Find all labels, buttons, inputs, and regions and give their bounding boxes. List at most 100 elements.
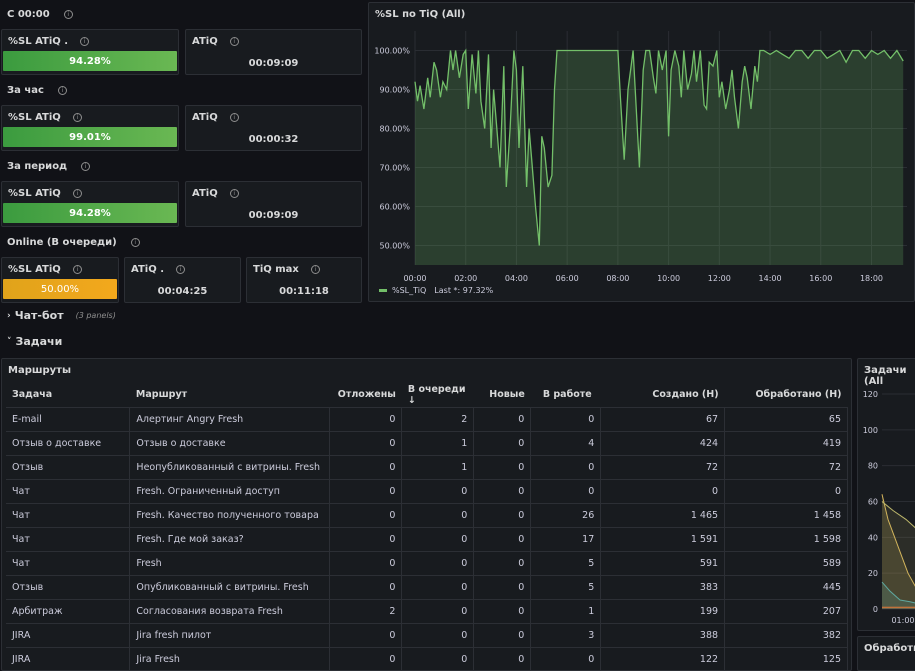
column-header[interactable]: Маршрут — [129, 383, 330, 408]
sl-chart-panel: %SL по TiQ (All) 50.00% 60.00% 70.00% 80.00… — [368, 2, 915, 302]
table-cell: 1 — [530, 599, 602, 624]
table-cell: 0 — [473, 647, 532, 671]
table-cell: 2 — [401, 407, 475, 432]
table-cell: 0 — [530, 455, 602, 480]
legend-swatch — [379, 289, 387, 292]
legend-last-value: Last *: 97.32% — [434, 286, 494, 295]
info-icon[interactable]: i — [229, 37, 239, 46]
table-cell: JIRA — [6, 647, 131, 671]
chart-legend[interactable]: %SL_TiQ Last *: 97.32% — [379, 286, 493, 295]
table-cell: 0 — [329, 503, 403, 528]
series-area — [882, 501, 915, 609]
info-icon[interactable]: i — [63, 10, 73, 19]
info-icon[interactable]: i — [229, 113, 239, 122]
table-cell: Арбитраж — [6, 599, 131, 624]
table-cell: Отзыв — [6, 455, 131, 480]
section-title-period: За период i — [7, 161, 91, 172]
table-cell: 424 — [600, 431, 726, 456]
panel-title: %SL ATiQ — [8, 112, 61, 123]
x-tick-label: 04:00 — [505, 274, 528, 283]
info-icon[interactable]: i — [176, 265, 185, 274]
series-line[interactable] — [881, 501, 915, 531]
info-icon[interactable]: i — [80, 37, 90, 46]
table-cell: 1 — [401, 431, 475, 456]
info-icon[interactable]: i — [229, 189, 239, 198]
x-tick-label: 10:00 — [657, 274, 680, 283]
column-header[interactable]: Задача — [6, 383, 130, 408]
panel-title: %SL ATiQ — [8, 264, 61, 275]
table-cell: 0 — [401, 599, 475, 624]
panel-title[interactable]: %SL по TiQ (All) — [375, 9, 466, 20]
info-icon[interactable]: i — [72, 265, 82, 274]
sl-chart: 50.00% 60.00% 70.00% 80.00% 90.00% 100.00% 00:… — [374, 31, 907, 283]
y-tick-label: 120 — [863, 390, 878, 399]
table-cell: 1 465 — [600, 503, 726, 528]
table-cell: Опубликованный с витрины. Fresh — [129, 575, 331, 600]
panel-title[interactable]: Маршруты — [8, 365, 71, 376]
column-header[interactable]: Создано (Н) — [600, 383, 725, 408]
panel-title[interactable]: Обработка — [864, 643, 915, 654]
panel-title: ATiQ — [192, 188, 218, 199]
table-cell: 5 — [530, 551, 602, 576]
info-icon[interactable]: i — [72, 113, 82, 122]
y-tick-label: 60 — [868, 498, 878, 507]
table-cell: 1 598 — [724, 527, 848, 552]
series-line[interactable] — [881, 581, 915, 604]
table-cell: Чат — [6, 551, 131, 576]
table-cell: Отзыв о доставке — [129, 431, 331, 456]
table-cell: 0 — [329, 455, 403, 480]
table-cell: 445 — [724, 575, 848, 600]
table-cell: 0 — [473, 623, 532, 648]
processing-panel: Обработка — [857, 636, 915, 671]
table-cell: 388 — [600, 623, 726, 648]
table-cell: 419 — [724, 431, 848, 456]
row-tasks[interactable]: ˅ Задачи — [7, 335, 63, 348]
table-cell: 0 — [329, 623, 403, 648]
row-chatbot[interactable]: › Чат-бот (3 panels) — [7, 309, 116, 322]
column-header[interactable]: В работе — [530, 383, 601, 408]
table-cell: 26 — [530, 503, 602, 528]
table-cell: 591 — [600, 551, 726, 576]
info-icon[interactable]: i — [310, 265, 320, 274]
stat-value: 00:09:09 — [248, 58, 299, 69]
stat-panel-sl-since-midnight: %SL ATiQ . i 94.28% — [1, 29, 179, 75]
table-cell: 0 — [473, 479, 532, 504]
table-cell: 122 — [600, 647, 726, 671]
x-tick-label: 06:00 — [556, 274, 579, 283]
chevron-down-icon: ˅ — [7, 336, 12, 347]
table-cell: 199 — [600, 599, 726, 624]
table-cell: 1 — [401, 455, 475, 480]
info-icon[interactable]: i — [130, 238, 140, 247]
table-cell: JIRA — [6, 623, 131, 648]
series-line[interactable] — [881, 494, 915, 591]
stat-value: 00:11:18 — [279, 286, 329, 297]
table-cell: Jira Fresh — [129, 647, 331, 671]
table-cell: Отзыв о доставке — [6, 431, 131, 456]
series-line[interactable] — [414, 48, 904, 246]
column-header[interactable]: Отложены — [329, 383, 402, 408]
table-cell: 0 — [473, 407, 532, 432]
panel-title: %SL ATiQ . — [8, 36, 69, 47]
x-tick-label: 14:00 — [759, 274, 782, 283]
x-tick-label: 16:00 — [809, 274, 832, 283]
column-header[interactable]: Новые — [473, 383, 531, 408]
stat-panel-atiq-hour: ATiQ i 00:00:32 — [185, 105, 362, 151]
table-cell: Fresh. Качество полученного товара — [129, 503, 331, 528]
routes-table-panel: Маршруты Задача Маршрут Отложены В очере… — [1, 358, 852, 671]
info-icon[interactable]: i — [72, 189, 82, 198]
x-tick-label: 01:00 — [891, 616, 914, 625]
table-cell: 67 — [600, 407, 726, 432]
series-area — [415, 50, 904, 265]
table-row: JIRA Jira fresh пилот 0 0 0 3 388 382 — [6, 623, 848, 648]
column-header-sorted[interactable]: В очереди ↓ — [401, 383, 474, 408]
info-icon[interactable]: i — [57, 86, 67, 95]
table-cell: 0 — [473, 503, 532, 528]
panel-title: ATiQ — [192, 36, 218, 47]
info-icon[interactable]: i — [81, 162, 91, 171]
table-cell: 0 — [401, 479, 475, 504]
table-cell: 0 — [473, 551, 532, 576]
column-header[interactable]: Обработано (Н) — [724, 383, 848, 408]
y-tick-label: 50.00% — [379, 242, 410, 251]
table-row: Арбитраж Согласования возврата Fresh 2 0 0 1 1… — [6, 599, 848, 624]
panel-title[interactable]: Задачи (All — [864, 365, 907, 387]
